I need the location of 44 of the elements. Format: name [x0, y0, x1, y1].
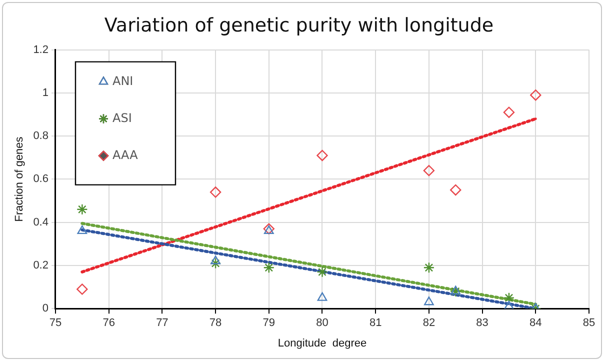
- legend-label: ASI: [112, 110, 132, 125]
- x-tick-label: 79: [262, 317, 276, 330]
- point: [450, 184, 462, 196]
- point: [504, 300, 514, 309]
- x-tick-label: 81: [369, 317, 382, 330]
- point: [503, 106, 515, 118]
- y-tick-label: 0: [42, 302, 48, 315]
- y-tick-label: 0.4: [33, 216, 48, 228]
- point: [210, 186, 222, 198]
- point: [450, 286, 462, 297]
- point: [317, 292, 328, 301]
- point: [316, 150, 328, 162]
- x-tick-label: 83: [476, 317, 488, 330]
- point: [210, 256, 220, 264]
- point: [76, 204, 88, 215]
- y-tick-label: 0.8: [33, 130, 48, 142]
- legend-label: ANI: [112, 74, 134, 88]
- point: [316, 266, 328, 278]
- point: [263, 262, 274, 274]
- point: [76, 284, 88, 295]
- point: [423, 164, 435, 176]
- point: [503, 292, 515, 304]
- x-axis-title: Longitude degree: [278, 337, 367, 350]
- y-tick-label: 1.2: [33, 44, 48, 56]
- chart-title: Variation of genetic purity with longitude: [104, 14, 494, 36]
- x-tick-label: 75: [49, 317, 62, 330]
- x-tick-label: 84: [530, 317, 542, 330]
- point: [77, 225, 88, 234]
- y-tick-label: 0.6: [33, 173, 48, 186]
- x-tick-label: 76: [102, 317, 115, 330]
- x-tick-label: 78: [209, 317, 222, 330]
- x-tick-label: 77: [156, 317, 168, 330]
- y-tick-label: 0.2: [33, 260, 48, 272]
- point: [423, 262, 435, 274]
- x-tick-label: 80: [316, 317, 328, 330]
- x-tick-label: 85: [582, 317, 596, 330]
- legend-label: AAA: [112, 148, 139, 162]
- y-tick-label: 1: [42, 86, 48, 99]
- y-axis-title: Fraction of genes: [14, 136, 26, 222]
- point: [450, 286, 461, 294]
- point: [530, 89, 542, 101]
- x-tick-label: 82: [422, 317, 436, 330]
- point: [210, 258, 222, 269]
- point: [424, 296, 434, 306]
